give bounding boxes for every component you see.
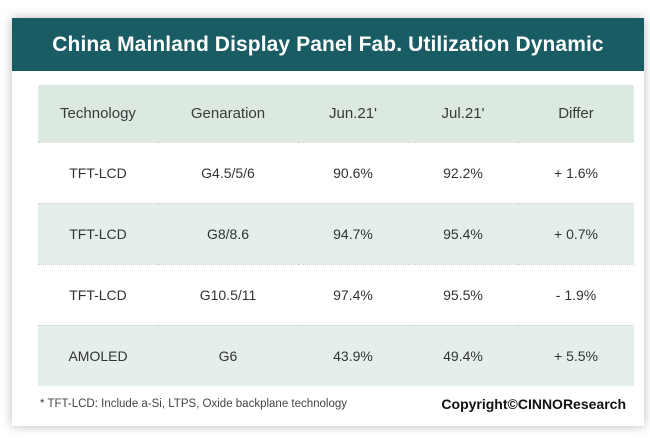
footnote: * TFT-LCD: Include a-Si, LTPS, Oxide bac…	[40, 398, 348, 410]
cell-differ: - 1.9%	[555, 286, 597, 303]
table-header-row: Technology Genaration Jun.21' Jul.21' Di…	[38, 85, 634, 142]
cell-technology: TFT-LCD	[69, 225, 127, 242]
cell-jun21: 94.7%	[333, 225, 373, 242]
report-card: China Mainland Display Panel Fab. Utiliz…	[12, 18, 644, 426]
cell-technology: TFT-LCD	[69, 286, 127, 303]
table-row: TFT-LCD G8/8.6 94.7% 95.4% + 0.7%	[38, 203, 634, 264]
title-bar: China Mainland Display Panel Fab. Utiliz…	[12, 18, 644, 71]
cell-technology: TFT-LCD	[69, 164, 127, 181]
column-header-technology: Technology	[60, 104, 136, 122]
cell-jul21: 95.4%	[443, 225, 483, 242]
cell-jul21: 92.2%	[443, 164, 483, 181]
cell-differ: + 1.6%	[554, 164, 598, 181]
cell-generation: G4.5/5/6	[201, 164, 255, 181]
cell-jun21: 90.6%	[333, 164, 373, 181]
table-row: AMOLED G6 43.9% 49.4% + 5.5%	[38, 325, 634, 386]
cell-differ: + 5.5%	[554, 347, 598, 364]
cell-differ: + 0.7%	[554, 225, 598, 242]
cell-jun21: 43.9%	[333, 347, 373, 364]
column-header-jun21: Jun.21'	[329, 104, 377, 122]
table-row: TFT-LCD G10.5/11 97.4% 95.5% - 1.9%	[38, 264, 634, 325]
cell-generation: G8/8.6	[206, 225, 250, 242]
column-header-differ: Differ	[558, 104, 594, 122]
cell-jun21: 97.4%	[333, 286, 373, 303]
page-title: China Mainland Display Panel Fab. Utiliz…	[52, 32, 604, 56]
cell-jul21: 49.4%	[443, 347, 483, 364]
cell-generation: G6	[218, 347, 238, 364]
column-header-generation: Genaration	[190, 104, 266, 122]
cell-generation: G10.5/11	[199, 286, 257, 303]
cell-technology: AMOLED	[68, 347, 128, 364]
cell-jul21: 95.5%	[443, 286, 483, 303]
column-header-jul21: Jul.21'	[441, 104, 485, 122]
copyright-notice: Copyright©CINNOResearch	[441, 396, 626, 412]
utilization-table: Technology Genaration Jun.21' Jul.21' Di…	[38, 85, 634, 386]
table-row: TFT-LCD G4.5/5/6 90.6% 92.2% + 1.6%	[38, 142, 634, 203]
